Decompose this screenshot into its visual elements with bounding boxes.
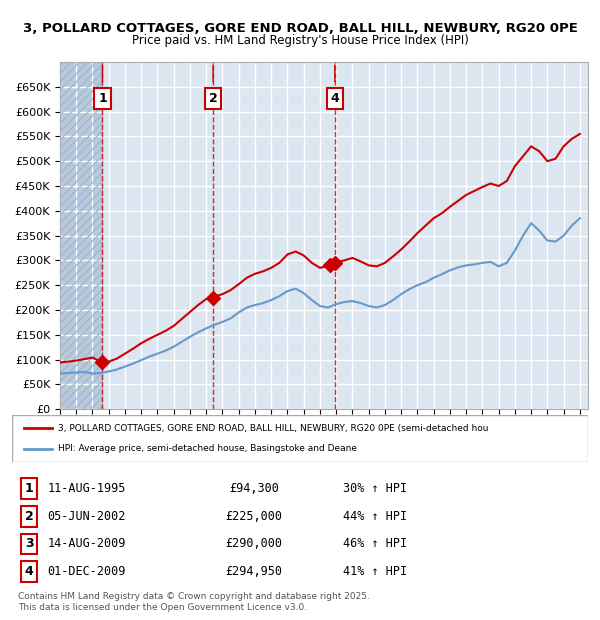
Text: 3, POLLARD COTTAGES, GORE END ROAD, BALL HILL, NEWBURY, RG20 0PE: 3, POLLARD COTTAGES, GORE END ROAD, BALL… [23,22,577,35]
Text: 4: 4 [331,92,339,105]
Text: 14-AUG-2009: 14-AUG-2009 [47,538,126,551]
Text: 30% ↑ HPI: 30% ↑ HPI [343,482,407,495]
Text: 2: 2 [209,92,217,105]
Text: 11-AUG-1995: 11-AUG-1995 [47,482,126,495]
FancyBboxPatch shape [12,415,588,462]
Text: Contains HM Land Registry data © Crown copyright and database right 2025.
This d: Contains HM Land Registry data © Crown c… [18,592,370,611]
Text: 44% ↑ HPI: 44% ↑ HPI [343,510,407,523]
Text: 3: 3 [25,538,34,551]
Text: £225,000: £225,000 [226,510,283,523]
Text: 1: 1 [98,92,107,105]
Text: 4: 4 [25,565,34,578]
Text: £294,950: £294,950 [226,565,283,578]
Text: 01-DEC-2009: 01-DEC-2009 [47,565,126,578]
Text: 2: 2 [25,510,34,523]
Text: 46% ↑ HPI: 46% ↑ HPI [343,538,407,551]
Text: 41% ↑ HPI: 41% ↑ HPI [343,565,407,578]
Text: 1: 1 [25,482,34,495]
Text: 05-JUN-2002: 05-JUN-2002 [47,510,126,523]
Text: £94,300: £94,300 [229,482,279,495]
Text: £290,000: £290,000 [226,538,283,551]
Text: HPI: Average price, semi-detached house, Basingstoke and Deane: HPI: Average price, semi-detached house,… [58,445,357,453]
Bar [60,62,103,409]
Bar [60,62,103,409]
Text: Price paid vs. HM Land Registry's House Price Index (HPI): Price paid vs. HM Land Registry's House … [131,34,469,47]
Text: 3, POLLARD COTTAGES, GORE END ROAD, BALL HILL, NEWBURY, RG20 0PE (semi-detached : 3, POLLARD COTTAGES, GORE END ROAD, BALL… [58,424,488,433]
